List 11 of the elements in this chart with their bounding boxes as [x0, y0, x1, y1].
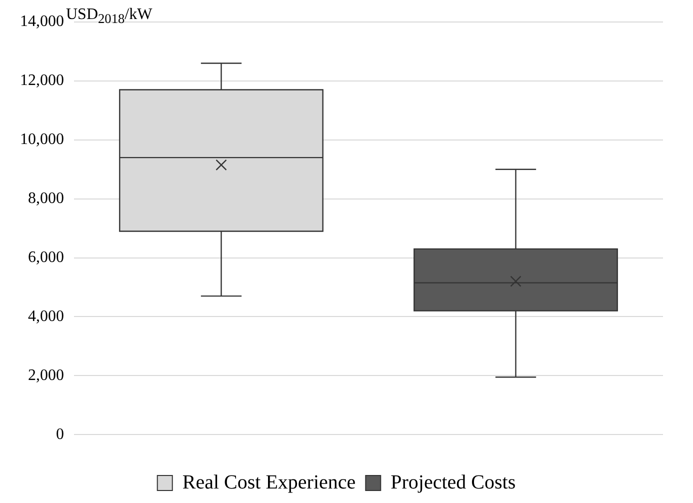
y-tick-label: 2,000	[28, 366, 64, 384]
y-tick-label: 14,000	[20, 13, 64, 30]
legend-label: Projected Costs	[390, 471, 516, 494]
legend-label: Real Cost Experience	[182, 471, 356, 494]
y-tick-label: 12,000	[20, 72, 64, 90]
y-tick-label: 10,000	[20, 131, 64, 148]
y-tick-label: 8,000	[28, 190, 64, 208]
y-tick-label: 6,000	[28, 248, 64, 266]
y-tick-label: 4,000	[28, 308, 64, 325]
y-axis-title: USD$_{2018}$/kW	[66, 6, 152, 28]
y-tick-label: 0	[56, 426, 64, 443]
